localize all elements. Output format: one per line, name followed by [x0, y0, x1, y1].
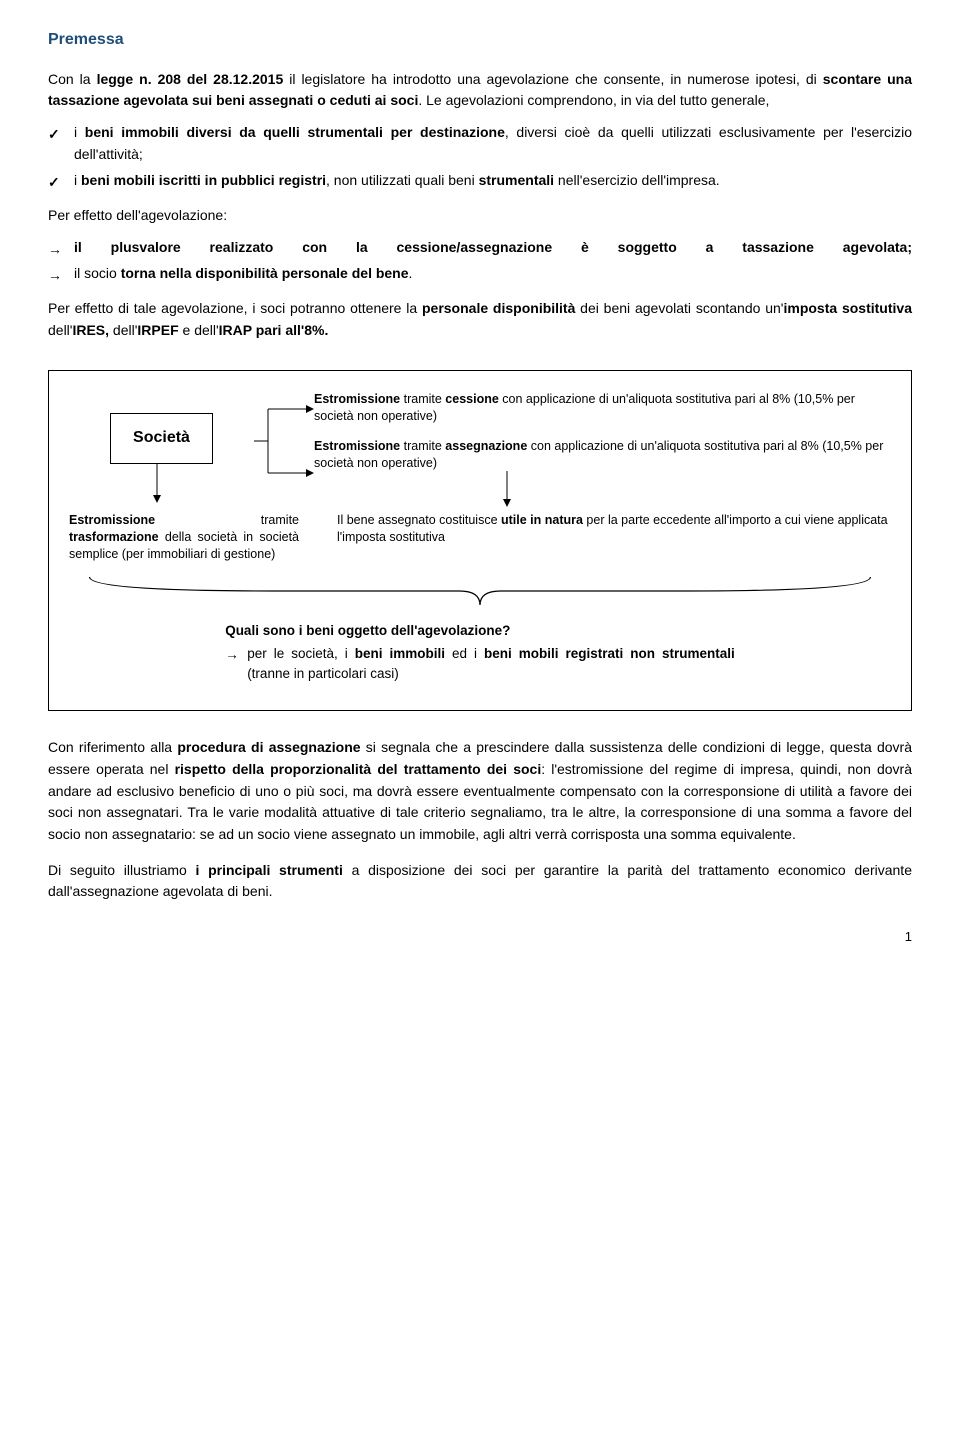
diagram-right-1: Estromissione tramite cessione con appli…: [314, 391, 891, 425]
text-bold: personale disponibilità: [422, 300, 575, 316]
text: i: [74, 124, 85, 140]
diagram-mid-row: Estromissione tramite trasformazione del…: [69, 512, 891, 563]
text-bold: beni mobili registrati non strumentali: [484, 646, 735, 661]
text: , non utilizzati quali beni: [326, 172, 479, 188]
bullet-text: i beni immobili diversi da quelli strume…: [74, 122, 912, 165]
text: tramite: [400, 392, 445, 406]
paragraph-2: Per effetto di tale agevolazione, i soci…: [48, 298, 912, 341]
text: Con la: [48, 71, 97, 87]
diagram-top-row: Società Estromissione tramite cessione c…: [69, 391, 891, 487]
arrow-down-left-icon: [149, 463, 165, 503]
text: ed i: [445, 646, 484, 661]
text: i: [74, 172, 81, 188]
text: .: [409, 265, 413, 281]
page-number: 1: [48, 927, 912, 947]
bullet-text: i beni mobili iscritti in pubblici regis…: [74, 170, 912, 192]
quali-box: Quali sono i beni oggetto dell'agevolazi…: [225, 621, 735, 684]
diagram-mid-right: Il bene assegnato costituisce utile in n…: [337, 512, 891, 546]
text: Per effetto di tale agevolazione, i soci…: [48, 300, 422, 316]
text-bold: Estromissione: [314, 439, 400, 453]
paragraph-4: Di seguito illustriamo i principali stru…: [48, 860, 912, 903]
check-bullet-1: i beni immobili diversi da quelli strume…: [48, 122, 912, 165]
text: e dell': [179, 322, 219, 338]
text: Con riferimento alla: [48, 739, 177, 755]
text-bold: Estromissione: [314, 392, 400, 406]
paragraph-intro: Con la legge n. 208 del 28.12.2015 il le…: [48, 69, 912, 112]
text: il socio: [74, 265, 121, 281]
diagram-right-texts: Estromissione tramite cessione con appli…: [314, 391, 891, 487]
text: . Le agevolazioni comprendono, in via de…: [418, 92, 769, 108]
bullet-text: il plusvalore realizzato con la cessione…: [74, 237, 912, 259]
text-bold: il plusvalore realizzato con la cessione…: [74, 239, 912, 255]
arrow-right-split-icon: [254, 391, 314, 491]
text-bold: strumentali: [479, 172, 554, 188]
curly-brace-icon: [69, 573, 891, 609]
text: tramite: [213, 513, 299, 527]
check-bullet-2: i beni mobili iscritti in pubblici regis…: [48, 170, 912, 192]
text: tramite: [400, 439, 445, 453]
text-bold: legge n. 208 del 28.12.2015: [97, 71, 284, 87]
paragraph-effetto: Per effetto dell'agevolazione:: [48, 205, 912, 227]
arrow-down-right-icon: [499, 471, 515, 507]
text: Il bene assegnato costituisce: [337, 513, 501, 527]
societa-box: Società: [110, 413, 213, 464]
text: dell': [48, 322, 72, 338]
text: Di seguito illustriamo: [48, 862, 196, 878]
diagram-right-2: Estromissione tramite assegnazione con a…: [314, 438, 891, 472]
arrow-bullet-1: il plusvalore realizzato con la cessione…: [48, 237, 912, 259]
text: per le società, i: [247, 646, 355, 661]
text-bold: IRPEF: [137, 322, 178, 338]
section-heading: Premessa: [48, 28, 912, 53]
text-bold: trasformazione: [69, 530, 159, 544]
brace-wrap: [69, 573, 891, 616]
text-bold: IRAP pari all'8%.: [219, 322, 329, 338]
quali-title: Quali sono i beni oggetto dell'agevolazi…: [225, 621, 735, 641]
quali-row: per le società, i beni immobili ed i ben…: [225, 644, 735, 685]
text-bold: beni immobili diversi da quelli strument…: [85, 124, 505, 140]
paragraph-3: Con riferimento alla procedura di assegn…: [48, 737, 912, 845]
arrow-bullet-2: il socio torna nella disponibilità perso…: [48, 263, 912, 285]
connector-right: [254, 391, 314, 487]
text-bold: beni mobili iscritti in pubblici registr…: [81, 172, 326, 188]
text-bold: imposta sostitutiva: [783, 300, 912, 316]
text-bold: torna nella disponibilità personale del …: [121, 265, 409, 281]
diagram-container: Società Estromissione tramite cessione c…: [48, 370, 912, 712]
bullet-text: il socio torna nella disponibilità perso…: [74, 263, 912, 285]
text: dell': [109, 322, 137, 338]
text-bold: Estromissione: [69, 513, 155, 527]
text: (tranne in particolari casi): [247, 666, 399, 681]
text-bold: rispetto della proporzionalità del tratt…: [175, 761, 542, 777]
text: nell'esercizio dell'impresa.: [554, 172, 720, 188]
text-bold: IRES,: [72, 322, 109, 338]
text: il legislatore ha introdotto una agevola…: [283, 71, 823, 87]
diagram-mid-left: Estromissione tramite trasformazione del…: [69, 512, 299, 563]
text-bold: cessione: [445, 392, 499, 406]
text-bold: utile in natura: [501, 513, 583, 527]
text-bold: assegnazione: [445, 439, 527, 453]
text: dei beni agevolati scontando un': [575, 300, 783, 316]
text-bold: procedura di assegnazione: [177, 739, 360, 755]
text-bold: beni immobili: [355, 646, 445, 661]
text-bold: i principali strumenti: [196, 862, 343, 878]
